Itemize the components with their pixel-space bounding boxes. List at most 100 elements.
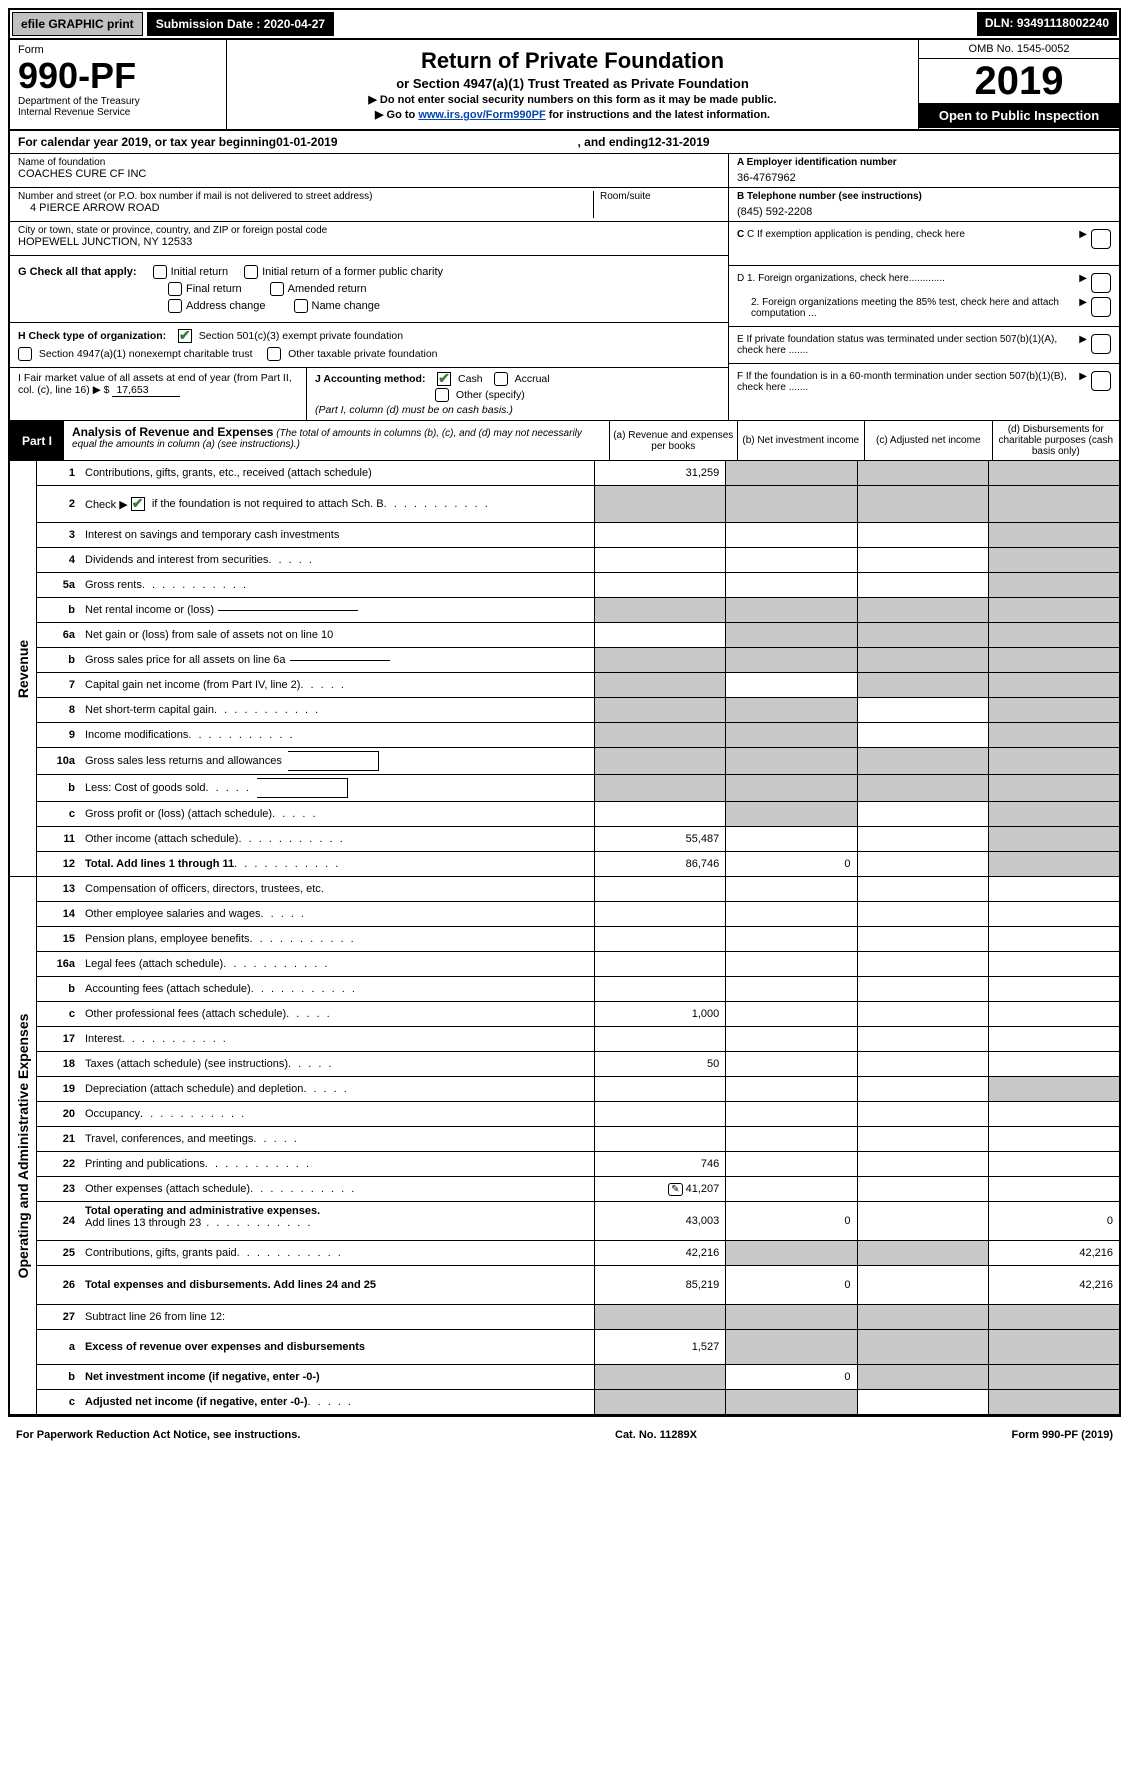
city-cell: City or town, state or province, country… (10, 222, 728, 256)
row-10c: c Gross profit or (loss) (attach schedul… (37, 802, 1119, 827)
g-initial-return-cb[interactable] (153, 265, 167, 279)
r17-b (726, 1027, 857, 1051)
desc-1: Contributions, gifts, grants, etc., rece… (81, 461, 595, 485)
h-501c3-cb[interactable] (178, 329, 192, 343)
g-amended-cb[interactable] (270, 282, 284, 296)
r26-a: 85,219 (595, 1266, 726, 1304)
ln-5b: b (37, 598, 81, 622)
c-checkbox[interactable] (1091, 229, 1111, 249)
ein-label: A Employer identification number (737, 157, 1111, 168)
ln-19: 19 (37, 1077, 81, 1101)
g-name-change-cb[interactable] (294, 299, 308, 313)
desc-27c: Adjusted net income (if negative, enter … (81, 1390, 595, 1414)
r1-b (726, 461, 857, 485)
cal-year-pre: For calendar year 2019, or tax year begi… (18, 135, 276, 149)
attachment-icon[interactable]: ✎ (668, 1183, 682, 1196)
row-7: 7 Capital gain net income (from Part IV,… (37, 673, 1119, 698)
r27c-a (595, 1390, 726, 1414)
tel-cell: B Telephone number (see instructions) (8… (729, 188, 1119, 222)
r17-a (595, 1027, 726, 1051)
r6b-d (989, 648, 1119, 672)
row-5b: b Net rental income or (loss) (37, 598, 1119, 623)
r23-d (989, 1177, 1119, 1201)
f-checkbox[interactable] (1091, 371, 1111, 391)
h-other-cb[interactable] (267, 347, 281, 361)
r24-c (858, 1202, 989, 1240)
r25-c (858, 1241, 989, 1265)
desc-17: Interest (81, 1027, 595, 1051)
r21-a (595, 1127, 726, 1151)
ln-10a: 10a (37, 748, 81, 774)
ln-15: 15 (37, 927, 81, 951)
row-12: 12 Total. Add lines 1 through 11 86,746 … (37, 852, 1119, 876)
row-10b: b Less: Cost of goods sold (37, 775, 1119, 802)
r27-b (726, 1305, 857, 1329)
r13-c (858, 877, 989, 901)
row-16a: 16a Legal fees (attach schedule) (37, 952, 1119, 977)
r5b-d (989, 598, 1119, 622)
ln-3: 3 (37, 523, 81, 547)
r5b-c (858, 598, 989, 622)
row-1: 1 Contributions, gifts, grants, etc., re… (37, 461, 1119, 486)
r6b-c (858, 648, 989, 672)
part1-title: Analysis of Revenue and Expenses (72, 425, 273, 439)
r27c-b (726, 1390, 857, 1414)
r17-d (989, 1027, 1119, 1051)
ln-2: 2 (37, 486, 81, 522)
r2-checkbox[interactable] (131, 497, 145, 511)
g-final-return-cb[interactable] (168, 282, 182, 296)
r26-b: 0 (726, 1266, 857, 1304)
h-4947-cb[interactable] (18, 347, 32, 361)
r10b-b (726, 775, 857, 801)
col-b-header: (b) Net investment income (738, 421, 866, 460)
r10a-d (989, 748, 1119, 774)
r16b-b (726, 977, 857, 1001)
header-left: Form 990-PF Department of the Treasury I… (10, 40, 227, 129)
r13-a (595, 877, 726, 901)
r2-b (726, 486, 857, 522)
g-address-change-cb[interactable] (168, 299, 182, 313)
efile-print-button[interactable]: efile GRAPHIC print (12, 12, 143, 36)
footer-mid: Cat. No. 11289X (615, 1429, 697, 1441)
desc-6b: Gross sales price for all assets on line… (81, 648, 595, 672)
r25-d: 42,216 (989, 1241, 1119, 1265)
irs-link[interactable]: www.irs.gov/Form990PF (418, 109, 545, 121)
r12-c (858, 852, 989, 876)
r16a-d (989, 952, 1119, 976)
r11-c (858, 827, 989, 851)
r24-a: 43,003 (595, 1202, 726, 1240)
row-4: 4 Dividends and interest from securities (37, 548, 1119, 573)
e-checkbox[interactable] (1091, 334, 1111, 354)
row-25: 25 Contributions, gifts, grants paid 42,… (37, 1241, 1119, 1266)
desc-16c: Other professional fees (attach schedule… (81, 1002, 595, 1026)
ln-25: 25 (37, 1241, 81, 1265)
ln-10c: c (37, 802, 81, 826)
j-cash: Cash (458, 373, 483, 385)
r27a-d (989, 1330, 1119, 1364)
desc-26: Total expenses and disbursements. Add li… (81, 1266, 595, 1304)
expenses-vtab: Operating and Administrative Expenses (10, 877, 37, 1414)
desc-25: Contributions, gifts, grants paid (81, 1241, 595, 1265)
r22-a: 746 (595, 1152, 726, 1176)
d2-checkbox[interactable] (1091, 297, 1111, 317)
expenses-rows: 13 Compensation of officers, directors, … (37, 877, 1119, 1414)
d1-label: D 1. Foreign organizations, check here..… (737, 273, 1075, 284)
d1-checkbox[interactable] (1091, 273, 1111, 293)
desc-3: Interest on savings and temporary cash i… (81, 523, 595, 547)
header-center: Return of Private Foundation or Section … (227, 40, 918, 129)
j-cash-cb[interactable] (437, 372, 451, 386)
j-other-cb[interactable] (435, 388, 449, 402)
g-initial-former-cb[interactable] (244, 265, 258, 279)
revenue-section: Revenue 1 Contributions, gifts, grants, … (10, 461, 1119, 877)
row-5a: 5a Gross rents (37, 573, 1119, 598)
address-label: Number and street (or P.O. box number if… (18, 191, 593, 202)
desc-22: Printing and publications (81, 1152, 595, 1176)
r27c-d (989, 1390, 1119, 1414)
j-accrual-cb[interactable] (494, 372, 508, 386)
form-subtitle: or Section 4947(a)(1) Trust Treated as P… (233, 76, 912, 91)
r8-d (989, 698, 1119, 722)
r27c-c (858, 1390, 989, 1414)
r5a-a (595, 573, 726, 597)
desc-14: Other employee salaries and wages (81, 902, 595, 926)
r5b-a (595, 598, 726, 622)
